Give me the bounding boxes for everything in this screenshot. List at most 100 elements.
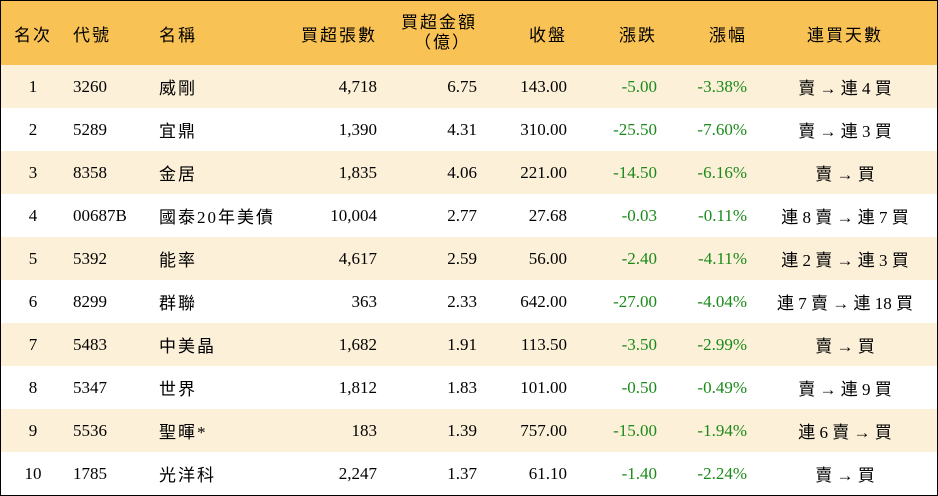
table-row: 10 1785 光洋科 2,247 1.37 61.10 -1.40 -2.24% 賣 → 買: [1, 452, 937, 495]
cell-net-buy-lots: 1,812: [338, 377, 377, 397]
cell-close: 101.00: [520, 377, 567, 397]
cell-code: 5536: [73, 420, 107, 440]
cell-name: 光洋科: [159, 466, 216, 485]
cell-streak: 賣 → 買: [815, 466, 875, 485]
table-row: 9 5536 聖暉* 183 1.39 757.00 -15.00 -1.94% 連 6 賣 →…: [1, 409, 937, 452]
cell-change-pct: -2.99%: [697, 334, 747, 354]
cell-net-buy-lots: 183: [351, 420, 378, 440]
cell-change-pct: -0.49%: [697, 377, 747, 397]
cell-net-buy-lots: 1,682: [338, 334, 377, 354]
cell-change: -0.03: [621, 205, 657, 225]
cell-change: -27.00: [613, 291, 657, 311]
cell-name: 宜鼎: [159, 122, 197, 141]
cell-change: -14.50: [613, 162, 657, 182]
table-row: 2 5289 宜鼎 1,390 4.31 310.00 -25.50 -7.60% 賣 → 連 …: [1, 108, 937, 151]
cell-net-buy-lots: 1,390: [338, 119, 377, 139]
header-net-buy-amount: 買超金額 （億）: [381, 1, 477, 65]
cell-code: 3260: [73, 76, 107, 96]
header-streak: 連買天數: [807, 25, 883, 45]
cell-net-buy-amount: 1.37: [447, 463, 477, 483]
cell-streak: 賣 → 連 3 買: [798, 122, 892, 141]
cell-change: -5.00: [621, 76, 657, 96]
cell-close: 757.00: [520, 420, 567, 440]
cell-change: -25.50: [613, 119, 657, 139]
table-row: 3 8358 金居 1,835 4.06 221.00 -14.50 -6.16% 賣 → 買: [1, 151, 937, 194]
header-change: 漲跌: [619, 25, 657, 45]
cell-net-buy-amount: 1.83: [447, 377, 477, 397]
header-net-buy-amount-line2: （億）: [414, 33, 471, 52]
table-row: 1 3260 威剛 4,718 6.75 143.00 -5.00 -3.38% 賣 → 連 4…: [1, 65, 937, 108]
table-row: 6 8299 群聯 363 2.33 642.00 -27.00 -4.04% 連 7 賣 → …: [1, 280, 937, 323]
cell-name: 世界: [159, 380, 197, 399]
cell-change: -1.40: [621, 463, 657, 483]
cell-close: 143.00: [520, 76, 567, 96]
cell-streak: 連 8 賣 → 連 7 買: [781, 208, 909, 227]
header-close: 收盤: [529, 25, 567, 45]
cell-close: 642.00: [520, 291, 567, 311]
cell-streak: 賣 → 買: [815, 337, 875, 356]
cell-streak: 賣 → 買: [815, 165, 875, 184]
cell-net-buy-lots: 1,835: [338, 162, 377, 182]
cell-name: 國泰20年美債: [159, 208, 275, 227]
cell-net-buy-amount: 6.75: [447, 76, 477, 96]
cell-change: -2.40: [621, 248, 657, 268]
header-name: 名稱: [159, 25, 197, 45]
cell-name: 中美晶: [159, 337, 216, 356]
cell-streak: 賣 → 連 9 買: [798, 380, 892, 399]
cell-net-buy-amount: 1.91: [447, 334, 477, 354]
cell-net-buy-amount: 4.06: [447, 162, 477, 182]
cell-net-buy-amount: 1.39: [447, 420, 477, 440]
cell-net-buy-amount: 2.77: [447, 205, 477, 225]
cell-change-pct: -2.24%: [697, 463, 747, 483]
cell-net-buy-lots: 4,718: [338, 76, 377, 96]
cell-code: 5347: [73, 377, 107, 397]
header-net-buy-amount-line1: 買超金額: [401, 13, 477, 32]
cell-code: 1785: [73, 463, 107, 483]
cell-net-buy-lots: 10,004: [330, 205, 377, 225]
cell-rank: 7: [28, 334, 38, 354]
header-code: 代號: [73, 25, 111, 45]
cell-net-buy-lots: 2,247: [338, 463, 377, 483]
cell-rank: 1: [28, 76, 38, 96]
cell-code: 5392: [73, 248, 107, 268]
cell-code: 00687B: [73, 205, 127, 225]
cell-change: -3.50: [621, 334, 657, 354]
cell-net-buy-lots: 4,617: [338, 248, 377, 268]
cell-rank: 8: [28, 377, 38, 397]
cell-close: 310.00: [520, 119, 567, 139]
cell-name: 群聯: [159, 294, 197, 313]
cell-net-buy-lots: 363: [351, 291, 378, 311]
cell-streak: 連 7 賣 → 連 18 買: [777, 294, 913, 313]
table-header: 名次 代號 名稱 買超張數 買超金額 （億） 收盤 漲跌 漲幅 連買天數: [1, 1, 937, 65]
cell-streak: 連 2 賣 → 連 3 買: [781, 251, 909, 270]
cell-close: 56.00: [528, 248, 567, 268]
cell-net-buy-amount: 4.31: [447, 119, 477, 139]
cell-change-pct: -1.94%: [697, 420, 747, 440]
table-row: 4 00687B 國泰20年美債 10,004 2.77 27.68 -0.03 -0.11%…: [1, 194, 937, 237]
cell-rank: 3: [28, 162, 38, 182]
header-change-pct: 漲幅: [709, 25, 747, 45]
cell-net-buy-amount: 2.59: [447, 248, 477, 268]
cell-change: -0.50: [621, 377, 657, 397]
header-net-buy-lots: 買超張數: [301, 25, 377, 45]
cell-streak: 賣 → 連 4 買: [798, 79, 892, 98]
cell-rank: 5: [28, 248, 38, 268]
cell-streak: 連 6 賣 → 買: [798, 423, 892, 442]
cell-code: 8358: [73, 162, 107, 182]
cell-change-pct: -4.11%: [698, 248, 747, 268]
cell-name: 聖暉*: [159, 423, 208, 442]
cell-close: 27.68: [528, 205, 567, 225]
cell-name: 金居: [159, 165, 197, 184]
cell-rank: 4: [28, 205, 38, 225]
cell-close: 113.50: [520, 334, 567, 354]
cell-rank: 10: [24, 463, 42, 483]
cell-change-pct: -4.04%: [697, 291, 747, 311]
table-row: 5 5392 能率 4,617 2.59 56.00 -2.40 -4.11% 連 2 賣 → …: [1, 237, 937, 280]
table-row: 8 5347 世界 1,812 1.83 101.00 -0.50 -0.49% 賣 → 連 9…: [1, 366, 937, 409]
cell-code: 8299: [73, 291, 107, 311]
cell-close: 61.10: [528, 463, 567, 483]
cell-code: 5289: [73, 119, 107, 139]
cell-code: 5483: [73, 334, 107, 354]
cell-change-pct: -7.60%: [697, 119, 747, 139]
